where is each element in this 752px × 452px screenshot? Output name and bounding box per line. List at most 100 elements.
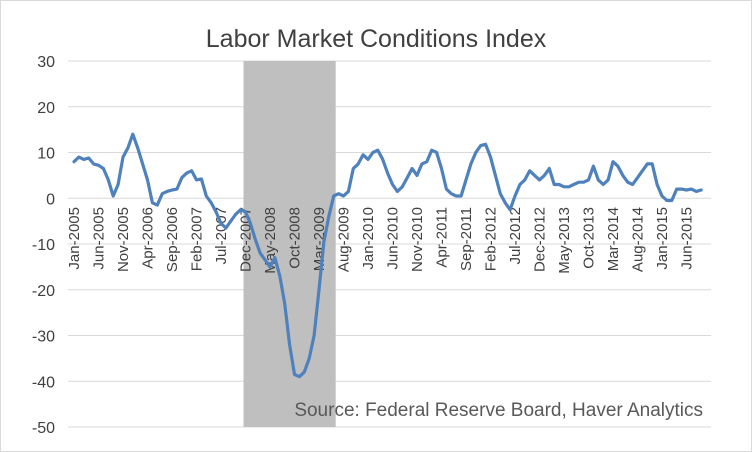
x-tick-label-22: Mar-2014 <box>605 207 622 271</box>
data-point-98 <box>553 183 555 185</box>
x-tick-label-15: Apr-2011 <box>434 207 451 268</box>
data-point-116 <box>641 170 643 172</box>
x-tick-label-0: Jan-2005 <box>66 207 83 270</box>
x-tick-label-16: Sep-2011 <box>458 207 475 271</box>
data-point-34 <box>239 209 241 211</box>
data-point-27 <box>205 195 207 197</box>
data-point-120 <box>661 195 663 197</box>
data-point-87 <box>499 193 501 195</box>
data-point-90 <box>514 195 516 197</box>
data-point-54 <box>337 193 339 195</box>
data-point-67 <box>401 186 403 188</box>
data-point-20 <box>171 189 173 191</box>
data-point-110 <box>612 161 614 163</box>
data-point-31 <box>225 227 227 229</box>
data-point-55 <box>342 195 344 197</box>
data-point-109 <box>607 179 609 181</box>
data-point-59 <box>362 154 364 156</box>
data-point-92 <box>524 179 526 181</box>
chart-title: Labor Market Conditions Index <box>206 25 547 53</box>
data-point-40 <box>269 266 271 268</box>
data-point-56 <box>347 190 349 192</box>
data-point-16 <box>151 202 153 204</box>
data-point-0 <box>73 161 75 163</box>
data-point-6 <box>102 167 104 169</box>
data-point-60 <box>367 158 369 160</box>
x-tick-label-2: Nov-2005 <box>115 207 132 272</box>
data-point-69 <box>411 167 413 169</box>
x-tick-label-9: Oct-2008 <box>287 207 304 269</box>
data-point-97 <box>548 167 550 169</box>
data-point-57 <box>352 167 354 169</box>
data-point-44 <box>288 344 290 346</box>
x-tick-label-14: Nov-2010 <box>409 207 426 272</box>
x-tick-label-21: Oct-2013 <box>581 207 598 269</box>
data-point-66 <box>396 190 398 192</box>
data-point-36 <box>249 222 251 224</box>
data-point-82 <box>475 151 477 153</box>
data-point-94 <box>533 174 535 176</box>
data-point-23 <box>186 172 188 174</box>
data-point-104 <box>582 181 584 183</box>
data-point-68 <box>406 177 408 179</box>
data-point-2 <box>83 158 85 160</box>
data-point-50 <box>318 289 320 291</box>
source-note: Source: Federal Reserve Board, Haver Ana… <box>294 400 703 421</box>
data-point-121 <box>666 199 668 201</box>
series-line-lmci <box>72 132 703 379</box>
x-tick-label-25: Jun-2015 <box>679 207 696 270</box>
data-point-105 <box>587 179 589 181</box>
data-point-83 <box>480 144 482 146</box>
data-point-107 <box>597 179 599 181</box>
data-point-17 <box>156 204 158 206</box>
data-point-65 <box>391 183 393 185</box>
data-point-41 <box>274 257 276 259</box>
data-point-79 <box>460 195 462 197</box>
recession-band <box>243 61 336 427</box>
data-point-45 <box>293 373 295 375</box>
data-point-113 <box>627 181 629 183</box>
data-point-89 <box>509 209 511 211</box>
x-tick-label-17: Feb-2012 <box>483 207 500 271</box>
data-point-12 <box>132 133 134 135</box>
data-point-15 <box>146 179 148 181</box>
data-point-19 <box>166 190 168 192</box>
data-point-8 <box>112 195 114 197</box>
data-point-123 <box>676 188 678 190</box>
y-tick-label-8: -50 <box>32 420 55 437</box>
data-point-32 <box>230 220 232 222</box>
x-tick-label-18: Jul-2012 <box>507 207 524 265</box>
data-point-95 <box>538 179 540 181</box>
data-point-72 <box>426 161 428 163</box>
recession-shading <box>243 61 336 427</box>
data-point-81 <box>470 163 472 165</box>
data-point-61 <box>372 151 374 153</box>
x-tick-label-3: Apr-2006 <box>140 207 157 269</box>
data-point-13 <box>137 147 139 149</box>
data-point-128 <box>700 189 702 191</box>
data-point-99 <box>558 183 560 185</box>
data-point-39 <box>264 259 266 261</box>
data-point-25 <box>195 179 197 181</box>
data-point-38 <box>259 252 261 254</box>
data-point-30 <box>220 222 222 224</box>
data-point-122 <box>671 199 673 201</box>
data-point-18 <box>161 193 163 195</box>
data-point-124 <box>680 188 682 190</box>
data-point-24 <box>190 170 192 172</box>
data-point-53 <box>333 195 335 197</box>
data-point-115 <box>636 177 638 179</box>
data-point-111 <box>617 165 619 167</box>
x-axis-labels: Jan-2005 Jun-2005 Nov-2005 Apr-2006 Sep-2006… <box>66 207 696 274</box>
data-point-118 <box>651 163 653 165</box>
data-point-29 <box>215 211 217 213</box>
data-point-100 <box>563 186 565 188</box>
data-point-125 <box>685 189 687 191</box>
data-point-42 <box>279 275 281 277</box>
data-point-33 <box>235 213 237 215</box>
data-point-46 <box>298 376 300 378</box>
y-tick-label-2: 10 <box>37 146 55 163</box>
data-point-62 <box>377 149 379 151</box>
data-point-47 <box>303 371 305 373</box>
